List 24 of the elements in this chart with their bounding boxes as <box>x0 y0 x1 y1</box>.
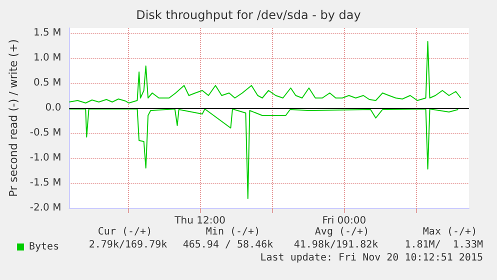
y-axis-title: Pr second read (-) / write (+) <box>7 39 20 197</box>
y-tick-label: -0.5 M <box>30 128 62 138</box>
x-tick-label: Fri 00:00 <box>322 216 366 226</box>
text: 2.79k/169.79k <box>88 240 168 250</box>
text: Min (-/+) <box>206 226 260 238</box>
text: 465.94 / 58.46k <box>182 240 274 250</box>
y-tick-label: -1.5 M <box>30 178 62 188</box>
text: Cur (-/+) <box>98 226 152 238</box>
line-series <box>68 108 459 199</box>
text: 1.81M/ 1.33M <box>404 240 483 250</box>
text: 41.98k/191.82k <box>294 240 378 250</box>
x-tick-label: Thu 12:00 <box>174 216 226 226</box>
text: Last update: Fri Nov 20 10:12:51 2015 <box>260 252 483 264</box>
y-tick-label: -1.0 M <box>30 152 62 164</box>
y-tick-label: 1.0 M <box>34 52 62 64</box>
legend-label: Bytes <box>29 242 60 252</box>
y-tick-label: 0.0 <box>45 102 62 114</box>
text: Max (-/+) <box>422 226 478 238</box>
line-series <box>68 41 462 104</box>
y-tick-label: 1.5 M <box>34 28 62 38</box>
chart-title: Disk throughput for /dev/sda - by day <box>136 8 361 22</box>
text: Avg (-/+) <box>314 226 370 238</box>
y-tick-label: -2.0 M <box>30 202 62 214</box>
y-tick-label: 0.5 M <box>34 78 62 88</box>
